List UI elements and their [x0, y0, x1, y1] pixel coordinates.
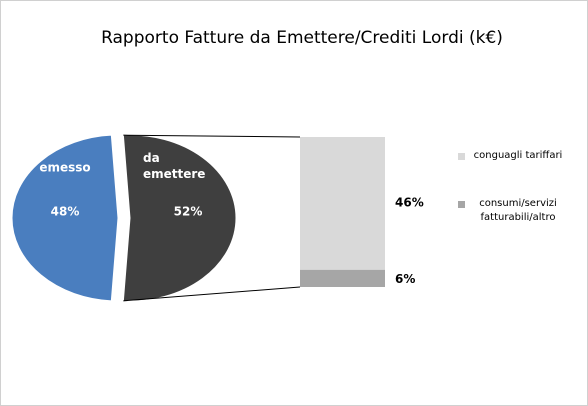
slice-label: da emettere — [143, 151, 206, 181]
bar-value-label: 46% — [395, 196, 424, 210]
legend-label-text: conguagli tariffari — [473, 150, 563, 161]
slice-label: emesso — [39, 161, 90, 175]
legend-label: conguagli tariffari — [473, 150, 563, 161]
chart-title: Rapporto Fatture da Emettere/Crediti Lor… — [101, 28, 503, 48]
slice-value-label: 48% — [51, 205, 80, 219]
bar-segment — [300, 269, 385, 287]
legend-swatch — [458, 201, 465, 208]
legend-label: consumi/servizi fatturabili/altro — [479, 198, 557, 223]
connector-line — [123, 134, 301, 138]
bar-segment — [300, 137, 385, 270]
bar-value-label: 6% — [395, 272, 415, 286]
slice-value-label: 52% — [174, 205, 203, 219]
pie-slice — [11, 134, 119, 302]
legend-label-text: consumi/servizi fatturabili/altro — [479, 198, 557, 223]
connector-line — [123, 286, 301, 302]
legend-swatch — [458, 153, 465, 160]
slice-label-text: da emettere — [143, 151, 206, 181]
pie-slice — [122, 134, 237, 302]
